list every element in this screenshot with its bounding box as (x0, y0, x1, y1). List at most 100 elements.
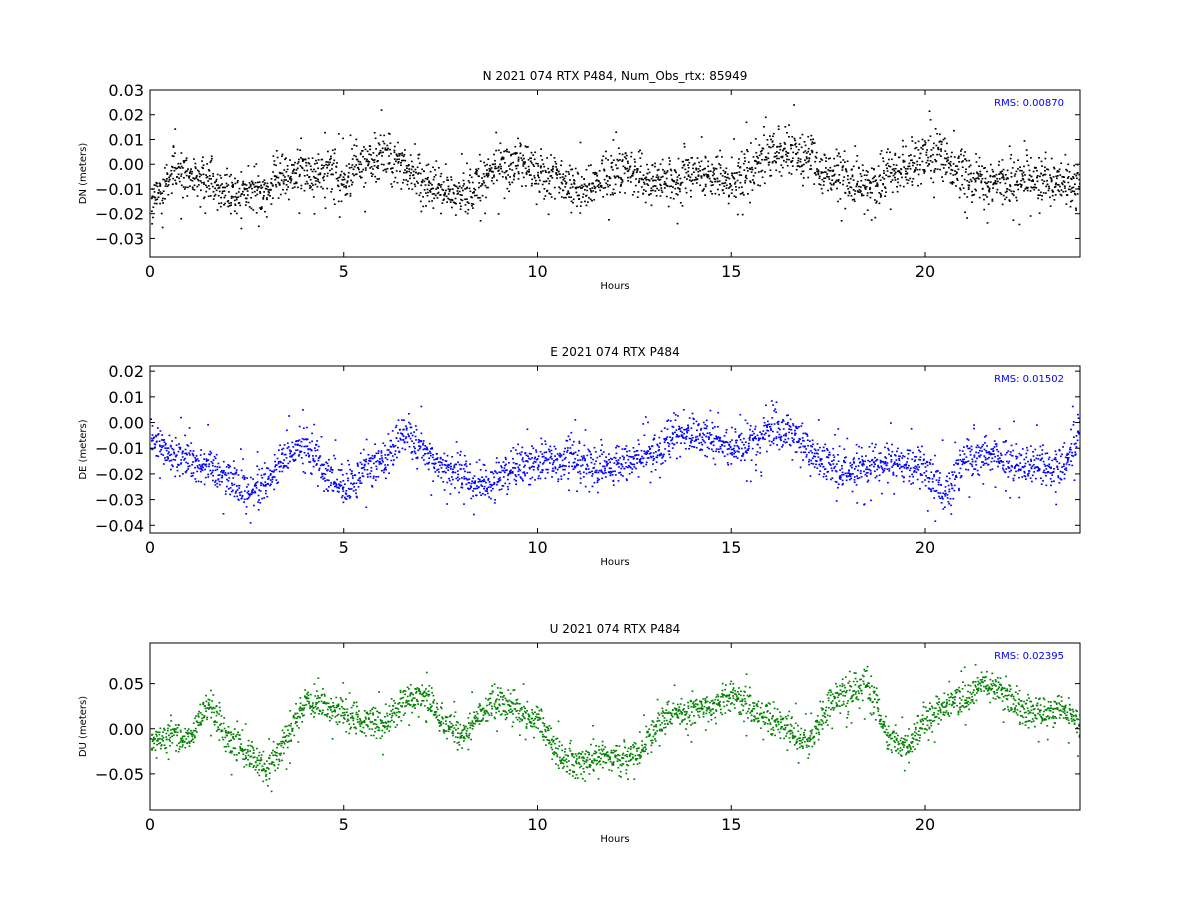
e-point (486, 490, 488, 492)
n-point (640, 186, 643, 188)
n-point (217, 184, 219, 186)
e-point (712, 444, 715, 447)
n-point (432, 207, 435, 209)
n-point (930, 177, 932, 180)
n-point (770, 138, 772, 141)
e-point (563, 450, 566, 453)
n-point (209, 195, 212, 197)
e-point (363, 463, 366, 466)
n-point (912, 178, 915, 180)
e-point (571, 444, 574, 446)
e-point (531, 457, 534, 459)
n-point (477, 167, 480, 170)
n-point (735, 172, 738, 174)
n-point (942, 138, 945, 141)
n-point (302, 158, 305, 161)
n-point (1020, 186, 1022, 188)
e-point (352, 490, 355, 492)
n-point (592, 172, 595, 174)
n-point (908, 165, 911, 168)
e-point (362, 475, 365, 478)
e-point (461, 483, 463, 486)
n-point (267, 189, 270, 191)
n-point (1040, 198, 1043, 201)
n-point (235, 192, 238, 195)
n-point (576, 186, 578, 189)
n-point (974, 180, 977, 183)
e-point (800, 442, 803, 445)
n-point (704, 155, 707, 158)
e-point (167, 452, 169, 455)
e-point (630, 463, 633, 465)
n-point (964, 171, 967, 173)
e-point (307, 452, 309, 455)
e-point (383, 469, 385, 471)
n-point (234, 203, 237, 206)
n-point (1010, 190, 1013, 193)
n-point (821, 178, 824, 181)
n-point (545, 171, 547, 173)
n-point (522, 163, 525, 165)
e-point (283, 453, 286, 456)
n-point (208, 178, 211, 180)
n-point (820, 171, 823, 173)
n-point (631, 175, 633, 177)
e-point (483, 485, 486, 488)
e-point (773, 410, 776, 412)
e-point (502, 461, 505, 463)
e-point (161, 446, 163, 449)
e-point (279, 460, 282, 463)
n-point (429, 191, 432, 193)
e-point (281, 452, 284, 454)
e-point (529, 483, 532, 486)
e-point (210, 461, 213, 463)
n-point (315, 180, 317, 182)
e-point (169, 454, 171, 457)
n-point (370, 158, 373, 160)
n-point (388, 155, 390, 157)
n-point (582, 185, 585, 188)
n-point (976, 171, 978, 174)
n-xtick-label: 0 (145, 262, 155, 281)
n-point (723, 185, 726, 187)
e-point (756, 451, 759, 453)
e-point (432, 454, 434, 456)
e-point (241, 495, 244, 497)
e-point (759, 437, 762, 440)
n-point (590, 189, 592, 192)
e-point (405, 436, 408, 438)
e-point (668, 443, 671, 445)
n-point (580, 184, 583, 187)
n-point (155, 181, 158, 184)
n-point (825, 167, 827, 169)
e-point (469, 485, 472, 487)
n-point (1042, 182, 1044, 185)
e-point (720, 440, 723, 443)
n-point (293, 186, 296, 188)
e-point (557, 478, 560, 480)
e-point (454, 487, 456, 489)
n-point (351, 158, 354, 160)
e-point (545, 459, 548, 462)
e-point (604, 467, 606, 470)
e-point (326, 479, 328, 481)
e-point (327, 469, 329, 471)
e-point (740, 432, 743, 435)
e-point (283, 464, 285, 467)
n-point (686, 159, 689, 161)
n-point (1000, 193, 1003, 195)
n-point (564, 186, 567, 188)
n-point (514, 165, 517, 167)
e-point (579, 482, 582, 484)
e-point (430, 494, 433, 496)
e-point (822, 466, 825, 468)
n-point (735, 186, 737, 188)
n-point (704, 185, 707, 188)
n-point (617, 176, 620, 179)
e-point (281, 448, 283, 451)
e-point (330, 484, 332, 486)
e-point (422, 440, 425, 442)
e-point (289, 460, 291, 463)
e-point (483, 487, 485, 490)
e-point (578, 440, 581, 443)
